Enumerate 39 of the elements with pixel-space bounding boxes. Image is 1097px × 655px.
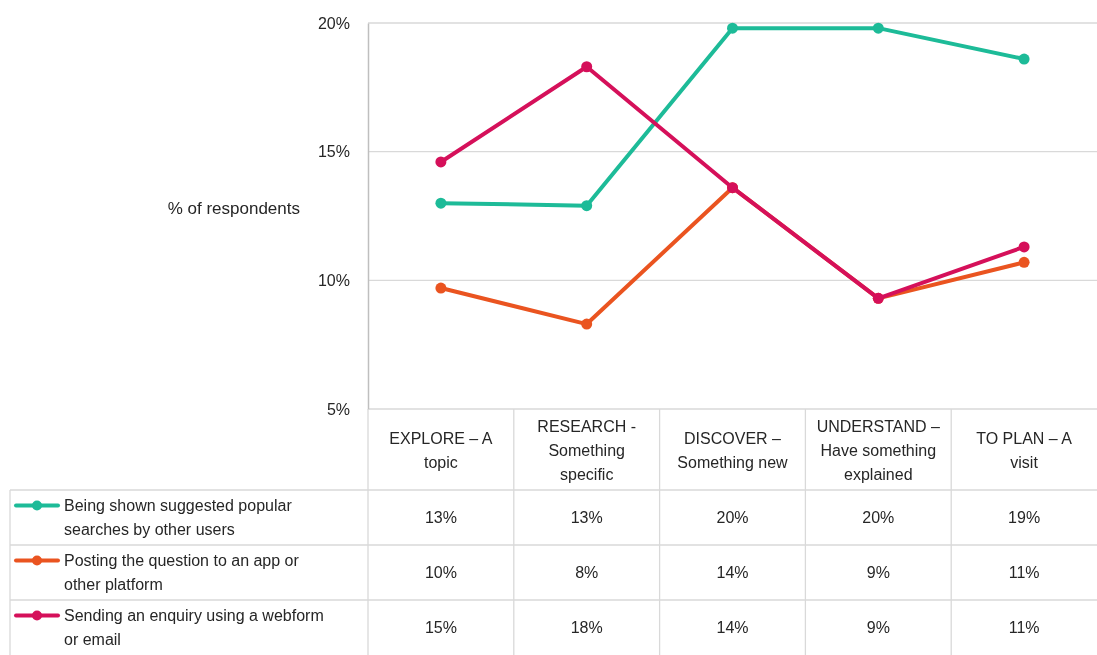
data-label: 11% (1008, 619, 1040, 637)
data-label: 14% (716, 619, 749, 637)
data-label: 13% (570, 509, 603, 527)
data-label: 18% (570, 619, 603, 637)
x-tick-label: DISCOVER – Something new (677, 429, 789, 471)
data-label: 10% (424, 564, 457, 582)
data-label: 8% (575, 564, 599, 582)
y-tick-label: 10% (317, 271, 350, 289)
legend-label: Being shown suggested popular searches by other users (64, 497, 293, 539)
point (581, 318, 593, 330)
y-tick-label: 20% (317, 14, 350, 32)
point (435, 197, 447, 209)
data-label: 15% (424, 619, 457, 637)
x-tick-label: EXPLORE – A topic (389, 429, 493, 471)
x-tick-label: TO PLAN – A visit (976, 429, 1073, 471)
point (435, 282, 447, 294)
y-axis-title: % of respondents (167, 199, 300, 218)
x-tick-label: RESEARCH - Something specific (537, 417, 637, 483)
data-label: 11% (1008, 564, 1040, 582)
data-label: 19% (1008, 509, 1041, 527)
data-label: 9% (866, 619, 890, 637)
legend-label: Posting the question to an app or other platform (64, 552, 300, 594)
point (435, 156, 447, 168)
y-tick-label: 5% (326, 400, 350, 418)
point (581, 61, 593, 73)
legend-label: Sending an enquiry using a webform or email (64, 607, 324, 649)
data-label: 13% (424, 509, 457, 527)
data-label: 20% (862, 509, 895, 527)
point (727, 22, 738, 34)
data-label: 14% (716, 564, 749, 582)
point (581, 200, 593, 212)
x-tick-label: UNDERSTAND – Have something explained (816, 417, 941, 483)
point (1018, 256, 1030, 268)
y-tick-label: 15% (317, 143, 350, 161)
data-label: 9% (866, 564, 890, 582)
data-label: 20% (716, 509, 749, 527)
point (1018, 53, 1030, 65)
point (1018, 241, 1030, 253)
point (872, 22, 884, 34)
